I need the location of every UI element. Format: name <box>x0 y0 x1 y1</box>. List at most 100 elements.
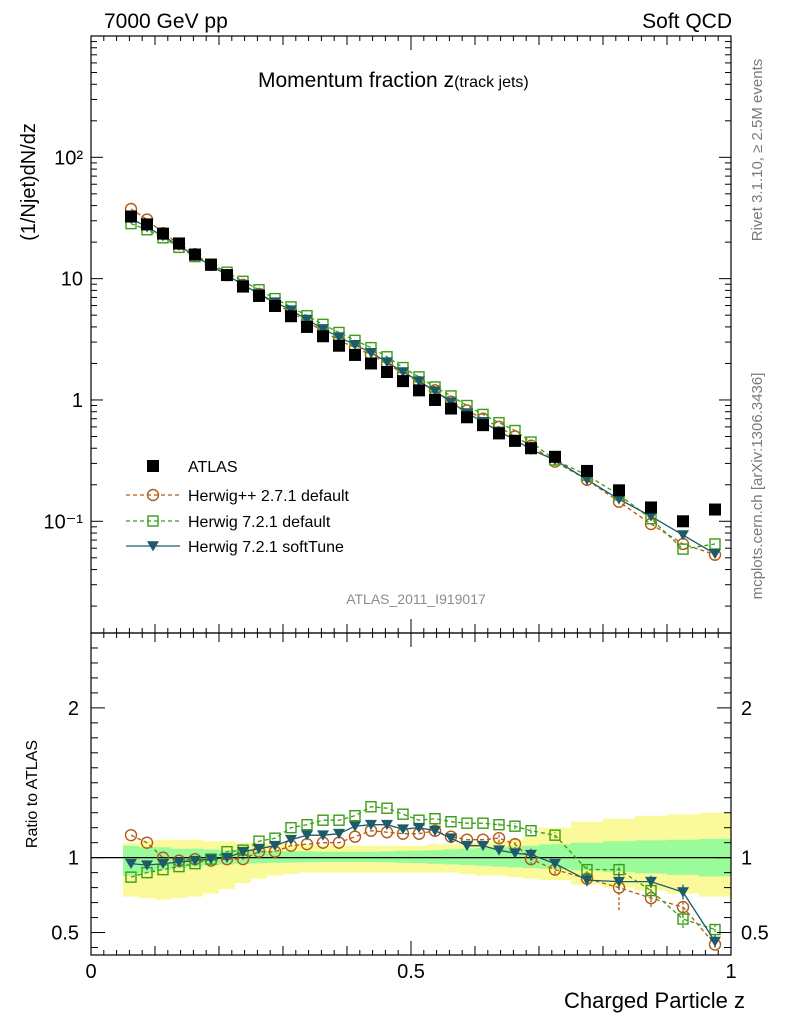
main-point-s0-2 <box>157 227 169 240</box>
ratio-frame <box>90 632 732 956</box>
ratio-point-s2-22 <box>477 840 489 852</box>
ratio-point-s1-31 <box>709 923 721 936</box>
main-ytick-label: 10⁻¹ <box>44 511 84 533</box>
ratio-point-s0-0 <box>124 828 138 842</box>
main-point-s0-10 <box>285 310 297 323</box>
main-point-s3-28 <box>613 494 625 505</box>
legend-marker-1 <box>146 488 160 502</box>
main-point-s0-27 <box>581 464 593 477</box>
main-title: Momentum fraction z(track jets) <box>258 69 529 92</box>
ratio-ytick-label-right: 1 <box>741 848 752 870</box>
ratio-point-s2-25 <box>525 849 537 861</box>
ratio-point-s2-28 <box>613 876 625 888</box>
ratio-point-s1-17 <box>397 808 409 820</box>
main-point-s3-30 <box>677 530 689 541</box>
ratio-point-s1-13 <box>333 814 345 826</box>
main-point-s3-12 <box>317 324 329 335</box>
main-y-label: (1/Njet)dN/dz <box>18 123 40 241</box>
main-point-s0-19 <box>429 393 441 406</box>
legend-marker-2 <box>147 515 159 527</box>
xtick-label: 1 <box>725 961 736 983</box>
main-point-s0-0 <box>125 210 137 223</box>
ratio-y-label: Ratio to ATLAS <box>24 740 41 848</box>
main-frame <box>90 35 732 634</box>
ratio-point-s2-6 <box>221 852 233 864</box>
main-axes: 10⁻¹ 1 10 10² <box>44 35 732 634</box>
ratio-point-s2-3 <box>173 857 185 868</box>
ratio-point-s2-19 <box>429 825 441 837</box>
main-point-s3-29 <box>645 511 657 522</box>
main-ytick-label: 1 <box>72 390 83 412</box>
ratio-plot-area <box>91 801 731 951</box>
main-point-s0-23 <box>493 427 505 440</box>
main-point-s3-13 <box>333 332 345 343</box>
main-point-s3-17 <box>397 367 409 378</box>
header-right: Soft QCD <box>642 10 732 33</box>
ratio-point-s1-24 <box>509 820 521 832</box>
main-point-s0-30 <box>677 515 689 528</box>
main-point-s0-29 <box>645 501 657 514</box>
legend: ATLAS Herwig++ 2.7.1 default Herwig 7.2.1 … <box>126 459 350 556</box>
ratio-point-s2-16 <box>381 819 393 831</box>
legend-marker-3 <box>147 541 159 552</box>
main-ytick-label: 10 <box>61 269 83 291</box>
ratio-point-s1-23 <box>493 819 505 831</box>
ratio-point-s2-4 <box>189 855 201 867</box>
main-point-s0-26 <box>549 450 561 463</box>
ratio-point-s2-26 <box>549 858 561 870</box>
main-point-s3-19 <box>429 386 441 397</box>
main-point-s3-18 <box>413 376 425 387</box>
ratio-point-s1-21 <box>461 817 473 829</box>
main-point-s3-11 <box>301 314 313 325</box>
ratio-point-s0-19 <box>428 824 442 837</box>
main-point-s3-20 <box>445 397 457 408</box>
main-point-s0-8 <box>253 289 265 302</box>
ratio-point-s2-24 <box>509 848 521 859</box>
main-point-s0-13 <box>333 339 345 352</box>
legend-label-0: ATLAS <box>188 459 238 476</box>
main-point-s0-24 <box>509 434 521 447</box>
ratio-ytick-label-left: 1 <box>68 848 79 870</box>
ratio-point-s2-13 <box>333 828 345 840</box>
main-point-s0-3 <box>173 237 185 250</box>
ratio-point-s2-29 <box>645 876 657 888</box>
ratio-point-s2-1 <box>141 860 153 871</box>
ratio-point-s2-10 <box>285 834 297 846</box>
header-left: 7000 GeV pp <box>104 10 228 33</box>
ratio-point-s2-8 <box>253 843 265 855</box>
legend-label-1: Herwig++ 2.7.1 default <box>188 488 350 505</box>
main-point-s0-17 <box>397 375 409 388</box>
analysis-label: ATLAS_2011_I919017 <box>346 591 486 607</box>
main-point-s3-16 <box>381 357 393 368</box>
ratio-point-s1-15 <box>365 801 377 813</box>
ratio-point-s2-21 <box>461 840 473 852</box>
ratio-point-s2-12 <box>317 830 329 841</box>
ratio-point-s1-26 <box>549 829 561 841</box>
main-title-sub: (track jets) <box>454 74 529 91</box>
rivet-label: Rivet 3.1.10, ≥ 2.5M events <box>749 59 766 242</box>
legend-label-2: Herwig 7.2.1 default <box>188 514 331 531</box>
xtick-label: 0.5 <box>397 961 425 983</box>
main-point-s3-15 <box>365 347 377 359</box>
main-point-s0-18 <box>413 384 425 397</box>
ratio-point-s2-7 <box>237 846 249 858</box>
main-point-s0-14 <box>349 348 361 361</box>
ratio-point-s1-16 <box>381 802 393 814</box>
ratio-point-s1-30 <box>677 913 689 925</box>
ratio-point-s2-14 <box>349 821 361 832</box>
ratio-point-s1-10 <box>285 821 297 834</box>
ratio-axes: 0.5 0.51 12 20 0.5 1 <box>51 632 769 983</box>
ratio-point-s2-0 <box>125 858 137 870</box>
ratio-point-s1-20 <box>445 816 457 828</box>
ratio-point-s2-30 <box>677 887 689 898</box>
ratio-point-s2-23 <box>493 845 505 856</box>
ratio-point-s0-1 <box>140 836 154 849</box>
ratio-point-s1-22 <box>477 817 489 829</box>
ratio-point-s2-15 <box>365 819 377 831</box>
main-plot-area <box>124 202 722 561</box>
main-point-s0-1 <box>141 218 153 231</box>
ratio-point-s0-23 <box>492 831 506 845</box>
main-point-s0-20 <box>445 402 457 415</box>
legend-label-3: Herwig 7.2.1 softTune <box>188 539 344 556</box>
